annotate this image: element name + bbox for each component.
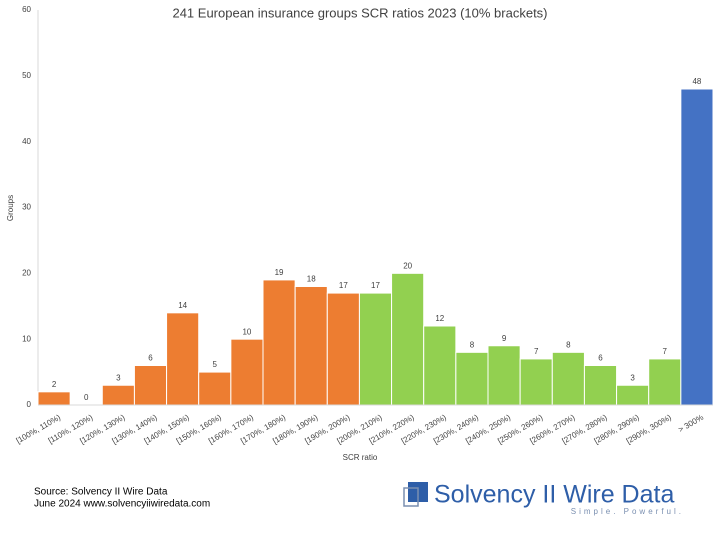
bar bbox=[616, 384, 650, 406]
bar bbox=[423, 325, 457, 406]
data-label: 12 bbox=[435, 314, 444, 323]
bar bbox=[294, 286, 328, 406]
y-tick-label: 0 bbox=[27, 400, 32, 409]
bar bbox=[519, 358, 553, 406]
data-label: 2 bbox=[52, 380, 57, 389]
logo: Solvency II Wire Data Simple. Powerful. bbox=[403, 481, 684, 516]
x-tick-label: > 300% bbox=[677, 413, 705, 434]
data-label: 6 bbox=[598, 354, 603, 363]
data-label: 3 bbox=[630, 373, 635, 382]
bar bbox=[230, 338, 264, 406]
bar bbox=[648, 358, 682, 406]
data-label: 19 bbox=[275, 268, 284, 277]
logo-icon bbox=[403, 487, 419, 507]
bar bbox=[326, 292, 360, 406]
y-tick-label: 10 bbox=[22, 334, 31, 343]
data-label: 10 bbox=[242, 327, 251, 336]
data-label: 6 bbox=[148, 354, 153, 363]
y-tick-label: 30 bbox=[22, 203, 31, 212]
bar bbox=[551, 351, 585, 406]
data-label: 18 bbox=[307, 275, 316, 284]
data-label: 7 bbox=[663, 347, 668, 356]
data-label: 17 bbox=[371, 281, 380, 290]
x-axis-label: SCR ratio bbox=[343, 453, 378, 462]
y-tick-label: 60 bbox=[22, 5, 31, 14]
y-tick-label: 20 bbox=[22, 268, 31, 277]
bar bbox=[487, 345, 521, 406]
logo-name: Solvency II Wire Data bbox=[434, 481, 674, 509]
bar bbox=[198, 371, 232, 406]
data-label: 9 bbox=[502, 334, 507, 343]
y-tick-label: 50 bbox=[22, 71, 31, 80]
data-label: 17 bbox=[339, 281, 348, 290]
y-axis-label: Groups bbox=[6, 195, 15, 221]
logo-tagline: Simple. Powerful. bbox=[571, 507, 684, 516]
bar bbox=[101, 384, 135, 406]
data-label: 48 bbox=[692, 77, 701, 86]
data-label: 7 bbox=[534, 347, 539, 356]
bar bbox=[37, 391, 71, 406]
y-tick-label: 40 bbox=[22, 137, 31, 146]
data-label: 14 bbox=[178, 301, 187, 310]
bar bbox=[166, 312, 200, 406]
bar bbox=[680, 88, 714, 406]
bar bbox=[583, 365, 618, 406]
chart-title: 241 European insurance groups SCR ratios… bbox=[172, 5, 547, 20]
bar bbox=[391, 272, 425, 406]
data-label: 3 bbox=[116, 373, 121, 382]
data-label: 20 bbox=[403, 261, 412, 270]
bar bbox=[455, 351, 489, 406]
bar bbox=[358, 292, 393, 406]
bar bbox=[133, 365, 168, 406]
data-label: 8 bbox=[566, 340, 571, 349]
bar bbox=[262, 279, 296, 406]
data-label: 0 bbox=[84, 393, 89, 402]
data-label: 5 bbox=[213, 360, 218, 369]
source-line: Source: Solvency II Wire Data bbox=[34, 487, 168, 498]
source-line: June 2024 www.solvencyiiwiredata.com bbox=[34, 499, 210, 510]
data-label: 8 bbox=[470, 340, 475, 349]
